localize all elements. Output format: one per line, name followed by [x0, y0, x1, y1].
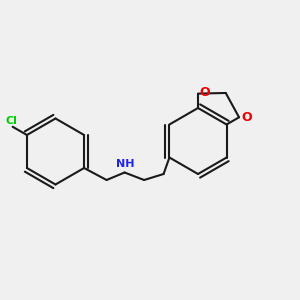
Text: O: O — [199, 86, 210, 99]
Text: Cl: Cl — [5, 116, 17, 126]
Text: NH: NH — [116, 159, 134, 169]
Text: O: O — [242, 111, 252, 124]
